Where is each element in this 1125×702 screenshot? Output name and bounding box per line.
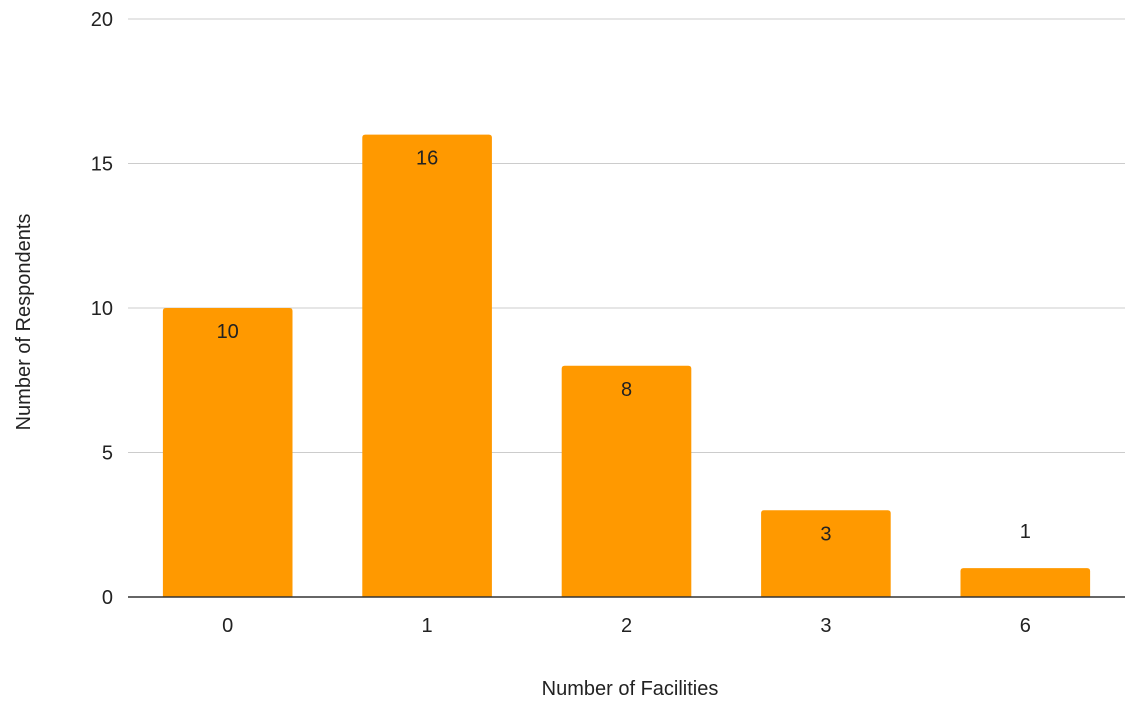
- data-label-3: 3: [820, 523, 831, 545]
- x-tick-label-1: 1: [422, 615, 433, 637]
- y-tick-label: 0: [102, 587, 113, 609]
- y-tick-label: 15: [91, 154, 113, 176]
- data-label-2: 8: [621, 379, 632, 401]
- bar-1: [362, 134, 492, 597]
- bar-6: [960, 568, 1091, 597]
- x-tick-label-3: 3: [820, 615, 831, 637]
- y-tick-label: 10: [91, 298, 113, 320]
- x-tick-label-0: 0: [222, 615, 233, 637]
- x-axis-ticks: 0 1 2 3 6: [222, 615, 1031, 637]
- y-tick-label: 5: [102, 443, 113, 465]
- data-label-6: 1: [1020, 521, 1031, 543]
- x-tick-label-2: 2: [621, 615, 632, 637]
- bars: [162, 134, 1091, 597]
- y-axis-title: Number of Respondents: [13, 214, 35, 431]
- bar-0: [162, 308, 293, 597]
- data-labels: 10 16 8 3 1: [217, 148, 1031, 546]
- bar-2: [561, 365, 692, 597]
- bar-3: [761, 510, 891, 597]
- y-axis-ticks: 0 5 10 15 20: [91, 9, 113, 609]
- x-axis-title: Number of Facilities: [542, 678, 719, 700]
- x-tick-label-6: 6: [1020, 615, 1031, 637]
- data-label-0: 10: [217, 321, 239, 343]
- y-tick-label: 20: [91, 9, 113, 31]
- data-label-1: 16: [416, 148, 438, 170]
